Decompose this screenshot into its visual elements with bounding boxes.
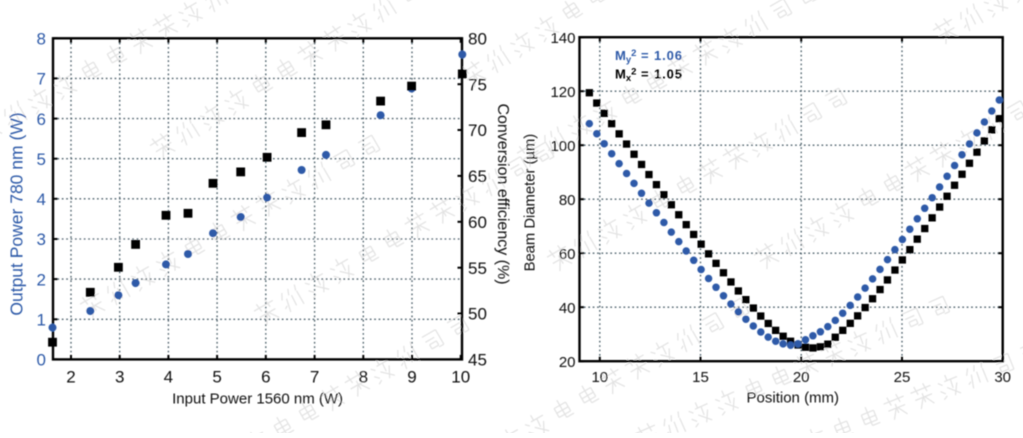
svg-text:50: 50 — [468, 305, 487, 324]
svg-text:4: 4 — [37, 190, 46, 209]
svg-text:10: 10 — [591, 369, 608, 386]
svg-text:100: 100 — [550, 138, 575, 155]
svg-text:2: 2 — [66, 368, 75, 387]
svg-text:80: 80 — [559, 192, 576, 209]
svg-text:70: 70 — [468, 121, 487, 140]
svg-text:75: 75 — [468, 75, 487, 94]
svg-text:Input Power 1560 nm (W): Input Power 1560 nm (W) — [172, 390, 343, 407]
svg-text:7: 7 — [37, 70, 46, 89]
svg-text:45: 45 — [468, 351, 487, 370]
svg-text:My2 = 1.06: My2 = 1.06 — [615, 48, 683, 66]
svg-text:Conversion efficiency (%): Conversion efficiency (%) — [494, 103, 511, 284]
svg-text:15: 15 — [692, 369, 709, 386]
svg-text:5: 5 — [37, 150, 46, 169]
svg-text:6: 6 — [37, 110, 46, 129]
svg-text:9: 9 — [407, 368, 416, 387]
svg-text:40: 40 — [559, 300, 576, 317]
svg-text:8: 8 — [37, 30, 46, 49]
svg-text:6: 6 — [261, 368, 270, 387]
svg-text:60: 60 — [468, 213, 487, 232]
svg-text:2: 2 — [37, 270, 46, 289]
svg-text:0: 0 — [37, 351, 46, 370]
svg-text:1: 1 — [37, 311, 46, 330]
svg-text:140: 140 — [550, 30, 575, 47]
svg-text:4: 4 — [164, 368, 173, 387]
svg-text:20: 20 — [559, 354, 576, 371]
svg-text:7: 7 — [310, 368, 319, 387]
svg-text:55: 55 — [468, 259, 487, 278]
svg-text:5: 5 — [212, 368, 221, 387]
svg-text:10: 10 — [451, 368, 470, 387]
svg-text:120: 120 — [550, 84, 575, 101]
svg-text:60: 60 — [559, 246, 576, 263]
svg-text:Output Power 780 nm (W): Output Power 780 nm (W) — [7, 112, 27, 315]
svg-text:3: 3 — [115, 368, 124, 387]
svg-text:65: 65 — [468, 167, 487, 186]
svg-text:30: 30 — [994, 369, 1011, 386]
svg-text:Beam Diameter (µm): Beam Diameter (µm) — [522, 134, 538, 272]
svg-text:25: 25 — [894, 369, 911, 386]
svg-text:Mx2 = 1.05: Mx2 = 1.05 — [615, 66, 683, 84]
svg-text:8: 8 — [359, 368, 368, 387]
svg-text:Position (mm): Position (mm) — [747, 389, 840, 406]
svg-text:3: 3 — [37, 230, 46, 249]
svg-text:80: 80 — [468, 30, 487, 49]
svg-text:20: 20 — [793, 369, 810, 386]
